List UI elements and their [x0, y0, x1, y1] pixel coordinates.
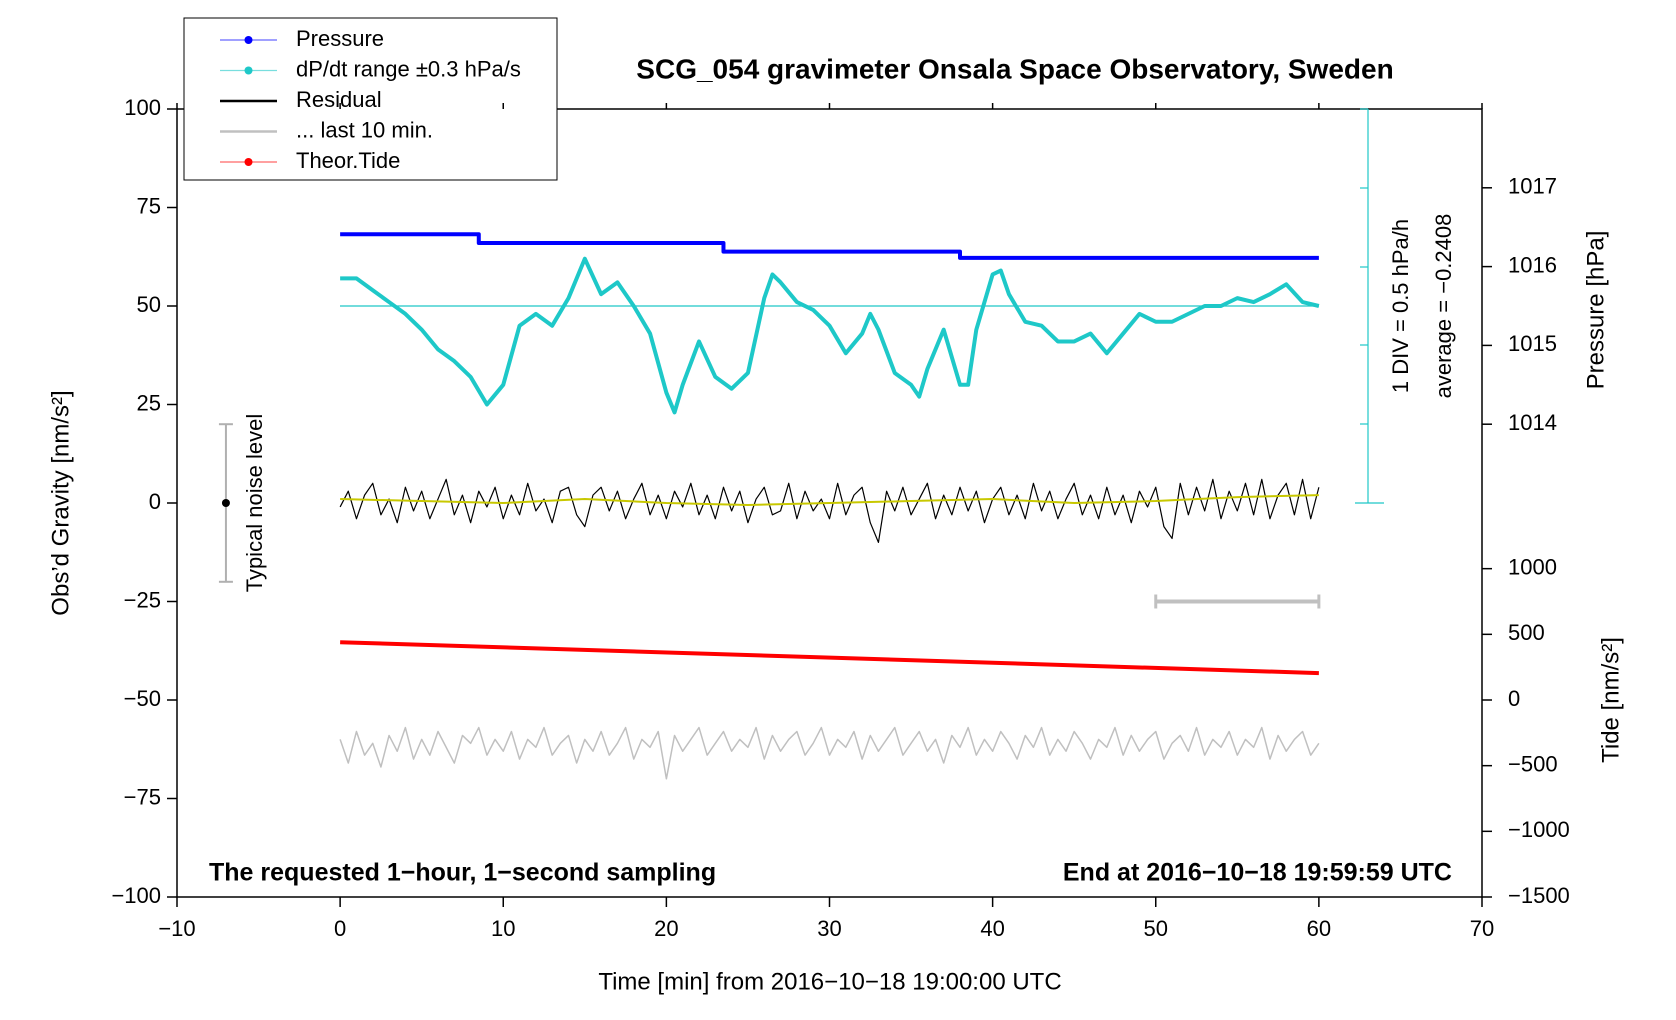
y2-tick-label: 1016: [1508, 252, 1557, 277]
dpdt-scale: [340, 108, 1384, 504]
noise-point: [221, 499, 230, 507]
y2-tick-label: 1015: [1508, 331, 1557, 356]
y3-tick-label: −1500: [1508, 883, 1570, 908]
series-line: [340, 232, 1319, 260]
y3-tick-label: 500: [1508, 620, 1545, 645]
x-tick-label: 0: [334, 916, 346, 941]
y-tick-label: −25: [124, 587, 161, 612]
series-line: [340, 494, 1319, 506]
x-tick-label: 70: [1470, 916, 1494, 941]
legend-label: ... last 10 min.: [296, 117, 433, 142]
div-note: 1 DIV = 0.5 hPa/h: [1388, 219, 1413, 393]
end-time-note: End at 2016−10−18 19:59:59 UTC: [1063, 859, 1452, 887]
legend-marker: [244, 36, 253, 44]
x-tick-label: 30: [817, 916, 841, 941]
y-tick-label: 50: [137, 292, 161, 317]
legend-marker: [244, 158, 253, 166]
series-line: [339, 726, 1320, 780]
legend-label: Pressure: [296, 26, 384, 51]
x-tick-label: 20: [654, 916, 678, 941]
y-tick-label: −50: [124, 686, 161, 711]
y-tick-label: 75: [137, 193, 161, 218]
legend-label: Residual: [296, 87, 382, 112]
x-tick-label: 40: [980, 916, 1004, 941]
pressure-axis-label: Pressure [hPa]: [1582, 231, 1609, 390]
legend-label: dP/dt range ±0.3 hPa/s: [296, 56, 521, 81]
y3-tick-label: −1000: [1508, 817, 1570, 842]
legend-marker: [244, 66, 253, 75]
x-tick-label: −10: [158, 916, 195, 941]
series-line: [340, 640, 1319, 676]
tide-axis-label: Tide [nm/s²]: [1597, 637, 1624, 763]
y-tick-label: 100: [124, 95, 161, 120]
legend-box: [183, 17, 558, 181]
x-tick-label: 60: [1307, 916, 1331, 941]
y-tick-label: 25: [137, 390, 161, 415]
series-line: [339, 478, 1320, 543]
chart-title: SCG_054 gravimeter Onsala Space Observat…: [636, 53, 1393, 84]
legend-label: Theor.Tide: [296, 148, 400, 173]
x-tick-label: 50: [1144, 916, 1168, 941]
y3-tick-label: −500: [1508, 751, 1558, 776]
noise-label: Typical noise level: [242, 414, 267, 593]
average-note: average = −0.2408: [1431, 214, 1456, 399]
series-line: [340, 256, 1320, 415]
sampling-note: The requested 1−hour, 1−second sampling: [209, 859, 716, 887]
y-axis-label: Obs’d Gravity [nm/s²]: [47, 390, 74, 615]
x-axis-label: Time [min] from 2016−10−18 19:00:00 UTC: [598, 968, 1061, 995]
y-tick-label: −75: [124, 784, 161, 809]
y2-tick-label: 1014: [1508, 410, 1557, 435]
y3-tick-label: 1000: [1508, 554, 1557, 579]
y-tick-label: 0: [149, 489, 161, 514]
y3-tick-label: 0: [1508, 686, 1520, 711]
y2-tick-label: 1017: [1508, 174, 1557, 199]
x-tick-label: 10: [491, 916, 515, 941]
y-tick-label: −100: [111, 883, 161, 908]
